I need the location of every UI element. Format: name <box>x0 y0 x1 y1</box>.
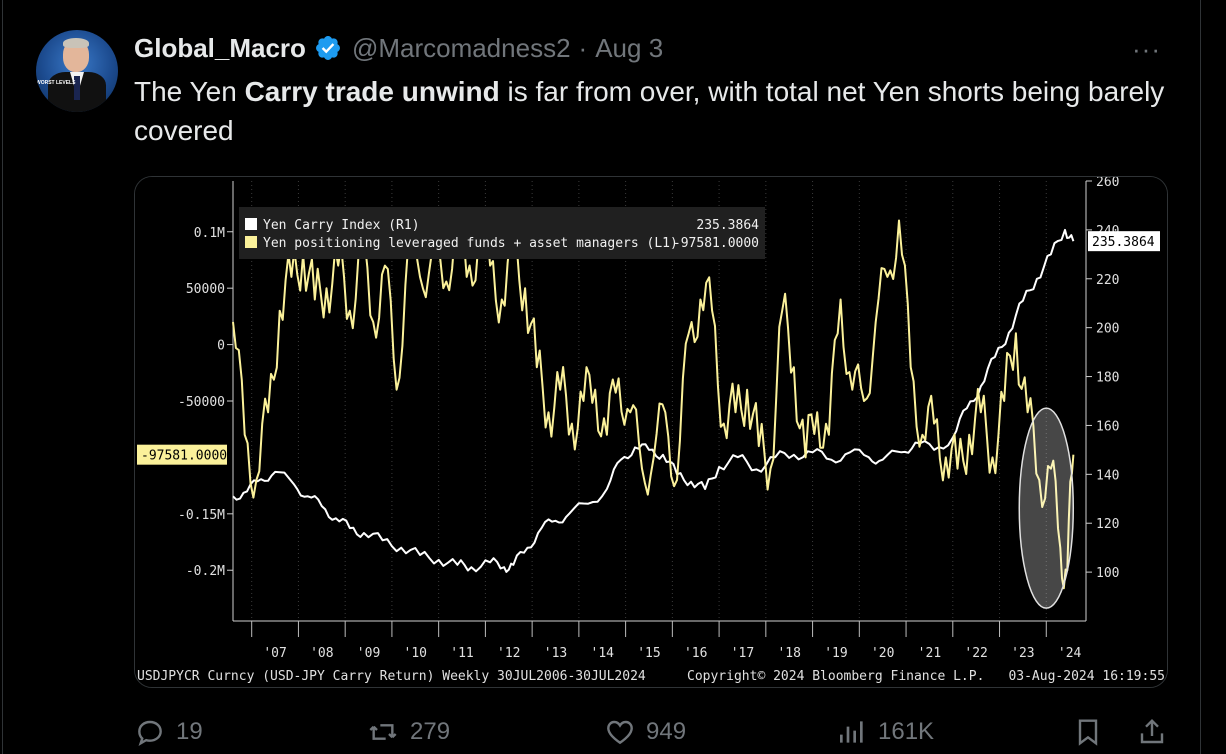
x-tick-label: '15 <box>637 646 660 661</box>
x-tick-label: '22 <box>964 646 987 661</box>
right-tick-label: 180 <box>1096 371 1119 386</box>
like-count: 949 <box>646 718 687 745</box>
x-tick-label: '09 <box>357 646 380 661</box>
x-tick-label: '19 <box>824 646 847 661</box>
highlight-ellipse <box>1018 407 1075 609</box>
views-action[interactable]: 161K <box>836 714 934 750</box>
bookmark-button[interactable] <box>1072 714 1114 750</box>
verified-badge-icon <box>315 36 340 60</box>
legend-value: 235.3864 <box>696 218 759 233</box>
left-tick-label: 0 <box>217 339 225 354</box>
right-tick-label: 140 <box>1096 468 1119 483</box>
heart-icon <box>607 720 633 745</box>
right-tick-label: 220 <box>1096 273 1119 288</box>
legend-background <box>239 207 765 259</box>
author-handle[interactable]: @Marcomadness2 <box>351 32 571 63</box>
x-tick-label: '08 <box>310 646 333 661</box>
avatar[interactable]: WORST LEVELS <box>36 30 118 112</box>
legend-swatch <box>245 236 257 248</box>
tweet-media-chart[interactable]: '07 '08 '09 '10 '11 '12 '13 '14 '15 '16 '17 '18 '19 '… <box>134 176 1168 688</box>
footer-copyright-text: Copyright© 2024 Bloomberg Finance L.P. <box>687 669 984 684</box>
tweet-header: Global_Macro @Marcomadness2 · Aug 3 <box>134 30 663 66</box>
avatar-caption: WORST LEVELS <box>36 80 76 86</box>
x-tick-label: '20 <box>871 646 894 661</box>
reply-count: 19 <box>176 718 203 745</box>
avatar-hair <box>63 38 89 48</box>
chart-background <box>135 177 1167 687</box>
x-tick-label: '21 <box>918 646 941 661</box>
tweet-text-bold: Carry trade unwind <box>244 76 500 107</box>
avatar-tie <box>74 76 80 100</box>
reply-icon <box>138 720 162 746</box>
left-tick-label: -0.2M <box>186 564 225 579</box>
left-last-value-tag <box>137 444 227 465</box>
right-last-value-label: 235.3864 <box>1092 235 1155 250</box>
yen-carry-index-line <box>232 228 1075 573</box>
left-tick-label: -0.15M <box>178 508 225 523</box>
right-last-value-tag <box>1088 231 1160 252</box>
repost-action[interactable]: 279 <box>366 714 450 750</box>
right-tick-label: 100 <box>1096 566 1119 581</box>
x-tick-label: '10 <box>404 646 427 661</box>
x-tick-label: '24 <box>1058 646 1082 661</box>
left-last-value-label: -97581.0000 <box>141 449 227 464</box>
x-tick-label: '16 <box>684 646 707 661</box>
share-button[interactable] <box>1136 714 1178 750</box>
tweet-text-end: is far from over, with total net Yen sho… <box>134 76 1165 146</box>
legend-value: -97581.0000 <box>673 236 759 251</box>
right-tick-label: 200 <box>1096 322 1119 337</box>
x-tick-label: '23 <box>1011 646 1034 661</box>
more-options-button[interactable]: ··· <box>1132 34 1161 64</box>
legend-label: Yen Carry Index (R1) <box>263 218 420 233</box>
right-tick-label: 120 <box>1096 517 1119 532</box>
right-tick-label: 160 <box>1096 419 1119 434</box>
x-tick-label: '07 <box>263 646 286 661</box>
views-count: 161K <box>878 718 935 745</box>
x-tick-label: '11 <box>450 646 473 661</box>
header-separator: · <box>578 32 588 63</box>
legend-swatch <box>245 218 257 230</box>
right-tick-label: 260 <box>1096 177 1119 190</box>
left-tick-label: -50000 <box>178 395 225 410</box>
yen-positioning-line <box>232 219 1075 590</box>
left-tick-label: 0.1M <box>194 226 225 241</box>
repost-count: 279 <box>410 718 451 745</box>
views-icon <box>840 721 863 743</box>
timeline-border-left <box>2 0 3 754</box>
timeline-border-right <box>1200 0 1201 754</box>
legend-label: Yen positioning leveraged funds + asset … <box>263 236 678 251</box>
footer-timestamp-text: 03-Aug-2024 16:19:55 <box>1008 669 1165 684</box>
footer-left-text: USDJPYCR Curncy (USD-JPY Carry Return) W… <box>137 669 646 684</box>
x-tick-label: '14 <box>591 646 615 661</box>
x-tick-label: '12 <box>497 646 520 661</box>
tweet-text: The Yen Carry trade unwind is far from o… <box>134 72 1194 150</box>
reply-action[interactable]: 19 <box>134 714 203 750</box>
tweet-date[interactable]: Aug 3 <box>595 32 664 63</box>
bookmark-icon <box>1078 719 1098 746</box>
share-icon <box>1140 718 1164 744</box>
x-tick-label: '13 <box>544 646 567 661</box>
like-action[interactable]: 949 <box>604 714 686 750</box>
x-tick-label: '17 <box>731 646 754 661</box>
left-tick-label: 50000 <box>186 282 225 297</box>
x-tick-label: '18 <box>777 646 800 661</box>
bloomberg-chart: '07 '08 '09 '10 '11 '12 '13 '14 '15 '16 '17 '18 '19 '… <box>135 177 1167 687</box>
repost-icon <box>369 724 397 740</box>
author-name[interactable]: Global_Macro <box>134 32 306 63</box>
tweet-text-start: The Yen <box>134 76 245 107</box>
